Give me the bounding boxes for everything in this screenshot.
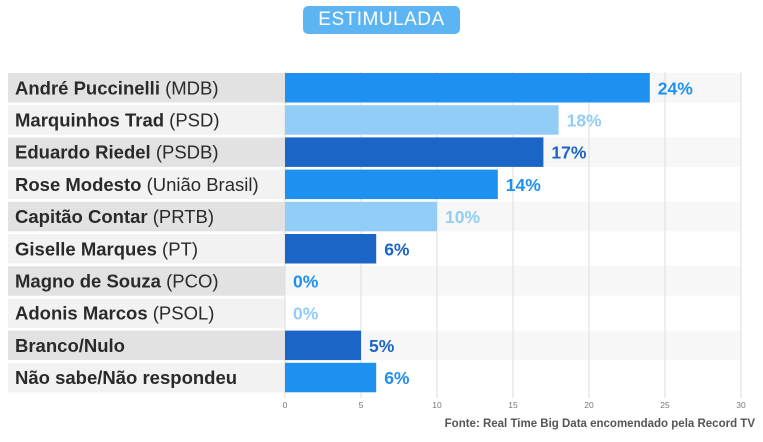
value-label: 18% — [567, 110, 602, 130]
bar — [285, 201, 437, 232]
bar — [285, 234, 377, 264]
category-label: Eduardo Riedel (PSDB) — [15, 142, 219, 163]
category-label: Marquinhos Trad (PSD) — [15, 109, 220, 130]
x-tick-label: 0 — [283, 400, 288, 410]
category-label: Não sabe/Não respondeu — [15, 367, 237, 388]
x-tick-label: 15 — [508, 400, 518, 410]
x-tick-label: 25 — [660, 400, 670, 410]
category-label: Giselle Marques (PT) — [15, 238, 198, 259]
value-label: 24% — [658, 78, 693, 98]
category-label: Adonis Marcos (PSOL) — [15, 303, 214, 324]
category-label-bg — [8, 105, 285, 135]
value-label: 10% — [445, 207, 480, 227]
bar — [285, 105, 559, 135]
value-label: 0% — [293, 271, 319, 291]
value-label: 6% — [384, 239, 410, 259]
chart-badge-estimulada: ESTIMULADA — [303, 6, 460, 34]
bar — [285, 330, 361, 361]
bar — [285, 137, 544, 167]
category-label-bg — [8, 73, 285, 103]
category-label-bg — [8, 362, 285, 393]
x-tick-label: 20 — [584, 400, 594, 410]
category-label: Branco/Nulo — [15, 335, 125, 356]
value-label: 6% — [384, 368, 410, 388]
category-label-bg — [8, 234, 285, 264]
x-tick-label: 30 — [736, 400, 746, 410]
value-label: 0% — [293, 304, 319, 324]
source-note: Fonte: Real Time Big Data encomendado pe… — [444, 418, 755, 430]
category-label-bg — [8, 298, 285, 328]
x-tick-label: 5 — [359, 400, 364, 410]
category-label-bg — [8, 137, 285, 167]
bar — [285, 73, 650, 103]
value-label: 17% — [551, 143, 586, 163]
category-label: Rose Modesto (União Brasil) — [15, 174, 259, 195]
bar — [285, 362, 377, 393]
category-label-bg — [8, 169, 285, 200]
category-label: Capitão Contar (PRTB) — [15, 206, 214, 227]
category-label-bg — [8, 330, 285, 361]
category-label-bg — [8, 266, 285, 296]
category-label: Magno de Souza (PCO) — [15, 270, 219, 291]
bar — [285, 169, 498, 200]
value-label: 5% — [369, 336, 395, 356]
value-label: 14% — [506, 175, 541, 195]
category-label-bg — [8, 201, 285, 232]
category-label: André Puccinelli (MDB) — [15, 77, 219, 98]
x-tick-label: 10 — [432, 400, 442, 410]
